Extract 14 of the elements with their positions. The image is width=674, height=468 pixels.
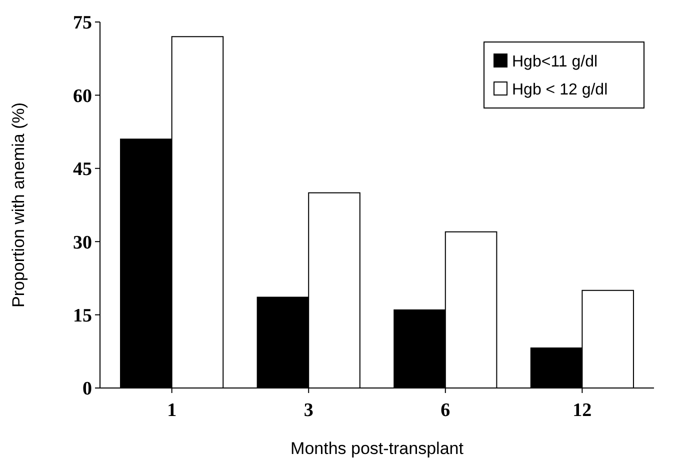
x-tick-label: 12 xyxy=(572,400,592,421)
legend-label: Hgb < 12 g/dl xyxy=(512,82,608,99)
x-axis-title: Months post-transplant xyxy=(290,439,464,458)
y-tick-label: 75 xyxy=(73,12,92,34)
x-tick-label: 3 xyxy=(304,400,314,421)
y-tick-label: 15 xyxy=(73,305,92,326)
y-tick-label: 0 xyxy=(82,378,92,400)
legend-label: Hgb<11 g/dl xyxy=(512,54,598,71)
x-tick-label: 6 xyxy=(440,400,450,421)
y-tick-label: 45 xyxy=(73,159,92,180)
y-tick-label: 30 xyxy=(73,232,92,254)
x-tick-label: 1 xyxy=(167,400,177,421)
y-tick-label: 60 xyxy=(73,86,92,107)
y-axis-title: Proportion with anemia (%) xyxy=(9,102,28,308)
